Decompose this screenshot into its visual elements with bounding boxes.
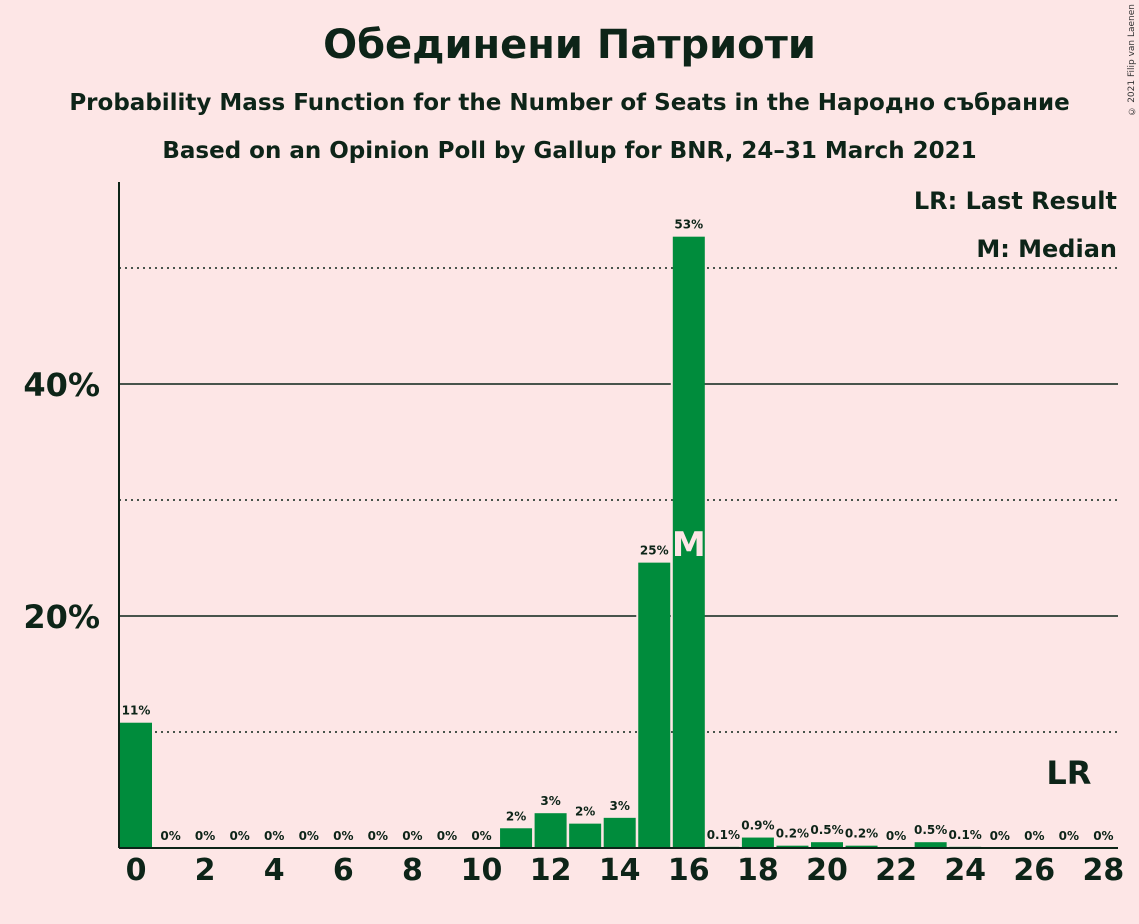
value-label-26: 0% — [1024, 829, 1044, 843]
value-label-11: 2% — [506, 809, 526, 823]
value-label-18: 0.9% — [741, 819, 774, 833]
value-label-25: 0% — [990, 829, 1010, 843]
value-label-21: 0.2% — [845, 827, 878, 841]
chart-source: Based on an Opinion Poll by Gallup for B… — [162, 138, 977, 164]
y-tick-label: 20% — [23, 598, 100, 636]
value-label-16: 53% — [674, 218, 703, 232]
bar-seat-14 — [603, 817, 636, 848]
value-label-4: 0% — [264, 829, 284, 843]
value-label-3: 0% — [229, 829, 249, 843]
value-label-6: 0% — [333, 829, 353, 843]
value-label-27: 0% — [1059, 829, 1079, 843]
bar-seat-20 — [811, 842, 843, 848]
value-label-8: 0% — [402, 829, 422, 843]
bar-seat-12 — [534, 813, 567, 848]
bar-seat-11 — [500, 828, 533, 848]
x-tick-label: 28 — [1083, 853, 1125, 888]
x-tick-label: 12 — [530, 853, 572, 888]
value-label-7: 0% — [368, 829, 388, 843]
value-label-22: 0% — [886, 829, 906, 843]
median-marker: M — [672, 525, 706, 565]
value-label-13: 2% — [575, 805, 595, 819]
y-tick-label: 40% — [23, 366, 100, 404]
x-tick-label: 8 — [402, 853, 423, 888]
x-tick-label: 14 — [599, 853, 641, 888]
value-label-19: 0.2% — [776, 827, 809, 841]
value-label-14: 3% — [610, 799, 630, 813]
value-label-15: 25% — [640, 544, 669, 558]
bar-seat-21 — [845, 845, 878, 848]
value-label-0: 11% — [122, 704, 151, 718]
gridline-gap — [670, 383, 673, 385]
x-tick-label: 24 — [944, 853, 986, 888]
x-tick-label: 18 — [737, 853, 779, 888]
bar-seat-13 — [569, 823, 602, 848]
bar-seat-16 — [672, 236, 705, 848]
gridline-gap — [636, 615, 639, 617]
x-tick-label: 6 — [333, 853, 354, 888]
value-label-1: 0% — [160, 829, 180, 843]
x-tick-label: 20 — [806, 853, 848, 888]
value-label-20: 0.5% — [810, 823, 843, 837]
x-tick-label: 2 — [195, 853, 216, 888]
legend-last-result: LR: Last Result — [914, 187, 1117, 215]
bar-seat-23 — [914, 842, 947, 848]
x-tick-label: 0 — [126, 853, 147, 888]
x-tick-label: 10 — [461, 853, 503, 888]
value-label-2: 0% — [195, 829, 215, 843]
x-tick-label: 4 — [264, 853, 285, 888]
value-label-17: 0.1% — [707, 828, 740, 842]
chart-title: Обединени Патриоти — [323, 22, 816, 68]
last-result-marker: LR — [1046, 754, 1091, 792]
value-label-23: 0.5% — [914, 823, 947, 837]
x-tick-label: 16 — [668, 853, 710, 888]
gridline-gap — [670, 615, 673, 617]
bar-seat-15 — [638, 562, 671, 848]
chart-subtitle: Probability Mass Function for the Number… — [69, 90, 1070, 116]
value-label-5: 0% — [299, 829, 319, 843]
value-label-12: 3% — [540, 794, 560, 808]
bar-seat-18 — [741, 837, 774, 848]
value-label-9: 0% — [437, 829, 457, 843]
value-label-10: 0% — [471, 829, 491, 843]
x-tick-label: 26 — [1013, 853, 1055, 888]
bar-seat-0 — [120, 722, 152, 848]
value-label-24: 0.1% — [949, 828, 982, 842]
bar-seat-19 — [776, 845, 809, 848]
value-label-28: 0% — [1093, 829, 1113, 843]
x-tick-label: 22 — [875, 853, 917, 888]
legend-median: M: Median — [976, 235, 1117, 263]
